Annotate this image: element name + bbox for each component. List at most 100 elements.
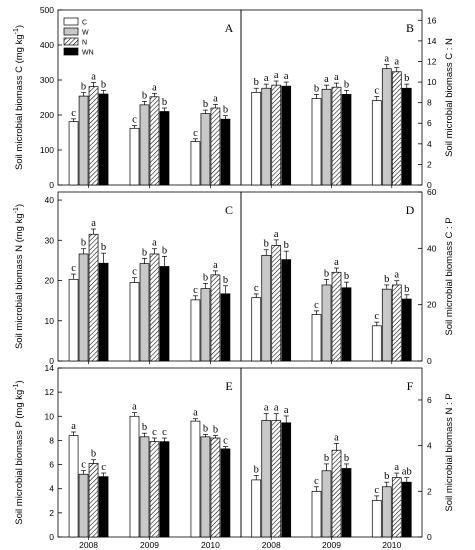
panel-a: 0 100 200 300 400 500 Soil microbial biomass C… bbox=[13, 5, 242, 190]
bar-c bbox=[190, 420, 201, 538]
bar-c bbox=[68, 278, 79, 362]
bar-n bbox=[271, 420, 282, 538]
bar-wn bbox=[220, 118, 231, 186]
significance-letter: c bbox=[374, 485, 379, 496]
significance-letter: a bbox=[91, 218, 96, 229]
bar-w bbox=[139, 436, 150, 538]
significance-letter: c bbox=[314, 476, 319, 487]
significance-letter: c bbox=[223, 435, 228, 446]
bar-wn bbox=[220, 448, 231, 538]
significance-letter: c bbox=[162, 427, 167, 438]
significance-letter: b bbox=[213, 425, 218, 436]
significance-letter: a bbox=[213, 94, 218, 105]
y-tick-label: 10 bbox=[45, 316, 55, 326]
bar-wn bbox=[281, 259, 292, 362]
y-axis-label-part: -1 bbox=[13, 207, 20, 213]
y-tick-label: 4 bbox=[427, 139, 432, 149]
y-tick-label: 6 bbox=[427, 395, 432, 405]
bar-n bbox=[149, 441, 160, 538]
significance-letter: a bbox=[334, 432, 339, 443]
y-axis-label-part: Soil microbial biomass P (mg kg bbox=[14, 390, 25, 525]
bar-w bbox=[139, 104, 150, 186]
significance-letter: b bbox=[404, 284, 409, 295]
bar-w bbox=[78, 95, 89, 186]
y-axis-label-part: Soil microbial biomass C (mg kg bbox=[14, 34, 25, 170]
bar-wn bbox=[159, 441, 170, 538]
significance-letter: a bbox=[91, 71, 96, 82]
significance-letter: a bbox=[334, 257, 339, 268]
y-tick-label: 60 bbox=[427, 187, 437, 197]
panel-letter: C bbox=[225, 203, 233, 217]
significance-letter: b bbox=[223, 275, 228, 286]
significance-letter: b bbox=[81, 238, 86, 249]
bar-w bbox=[321, 470, 332, 538]
bar-n bbox=[88, 86, 99, 186]
legend-label: N bbox=[82, 40, 87, 47]
panel-e: 0 2 4 6 8 10 12 14 Soil microbial biomass P (mg … bbox=[13, 363, 242, 550]
significance-letter: a bbox=[152, 82, 157, 93]
bar-wn bbox=[98, 93, 109, 186]
bar-n bbox=[331, 86, 342, 186]
bar-c bbox=[129, 127, 140, 186]
bar-w bbox=[78, 473, 89, 538]
significance-letter: c bbox=[254, 283, 259, 294]
y-axis-label: Soil microbial biomass N (mg kg-1) bbox=[13, 204, 25, 349]
y-tick-label: 0 bbox=[49, 180, 54, 190]
bar-wn bbox=[341, 287, 352, 362]
significance-letter: a bbox=[394, 462, 399, 473]
bar-c bbox=[371, 325, 382, 362]
significance-letter: a bbox=[384, 54, 389, 65]
bar-wn bbox=[401, 298, 412, 362]
y-tick-label: 10 bbox=[45, 411, 55, 421]
x-tick-label: 2010 bbox=[382, 540, 401, 550]
y-axis-label: Soil microbial biomass P (mg kg-1) bbox=[13, 380, 25, 524]
y-axis-label-part: -1 bbox=[13, 383, 20, 389]
x-tick-label: 2010 bbox=[201, 540, 220, 550]
significance-letter: b bbox=[254, 464, 259, 475]
bar-c bbox=[251, 479, 262, 538]
significance-letter: a bbox=[394, 57, 399, 68]
bar-n bbox=[271, 245, 282, 362]
significance-letter: b bbox=[314, 83, 319, 94]
significance-letter: c bbox=[71, 108, 76, 119]
significance-letter: c bbox=[193, 128, 198, 139]
bar-n bbox=[391, 71, 402, 186]
significance-letter: ab bbox=[402, 467, 412, 478]
y-tick-label: 12 bbox=[45, 387, 55, 397]
significance-letter: a bbox=[284, 71, 289, 82]
y-axis-label-part: ) bbox=[14, 25, 25, 28]
bar-n bbox=[210, 107, 221, 186]
legend-swatch-wn bbox=[63, 47, 79, 56]
bar-c bbox=[311, 98, 322, 186]
bar-w bbox=[381, 486, 392, 538]
y-tick-label: 8 bbox=[427, 98, 432, 108]
legend-swatch-c bbox=[63, 17, 79, 26]
legend-swatch-n bbox=[63, 37, 79, 46]
panel-letter: F bbox=[407, 379, 414, 393]
bar-w bbox=[200, 436, 211, 538]
bar-n bbox=[210, 437, 221, 538]
y-tick-label: 6 bbox=[49, 460, 54, 470]
panel-b: 0 2 4 6 8 10 12 14 16 Soil microbial biomass C : … bbox=[240, 9, 455, 190]
y-tick-label: 40 bbox=[427, 243, 437, 253]
bar-n bbox=[271, 84, 282, 186]
significance-letter: c bbox=[81, 460, 86, 471]
y-tick-label: 40 bbox=[45, 195, 55, 205]
bar-w bbox=[381, 288, 392, 362]
panel-letter: D bbox=[406, 203, 415, 217]
y-tick-label: 2 bbox=[427, 159, 432, 169]
bar-wn bbox=[159, 266, 170, 362]
bar-wn bbox=[220, 293, 231, 362]
significance-letter: c bbox=[374, 311, 379, 322]
bar-n bbox=[149, 253, 160, 362]
bar-w bbox=[139, 263, 150, 362]
significance-letter: a bbox=[152, 238, 157, 249]
y-axis-label: Soil microbial biomass C : N bbox=[444, 38, 455, 157]
bar-c bbox=[371, 100, 382, 186]
y-tick-label: 0 bbox=[427, 356, 432, 366]
x-tick-label: 2009 bbox=[140, 540, 159, 550]
significance-letter: a bbox=[71, 421, 76, 432]
